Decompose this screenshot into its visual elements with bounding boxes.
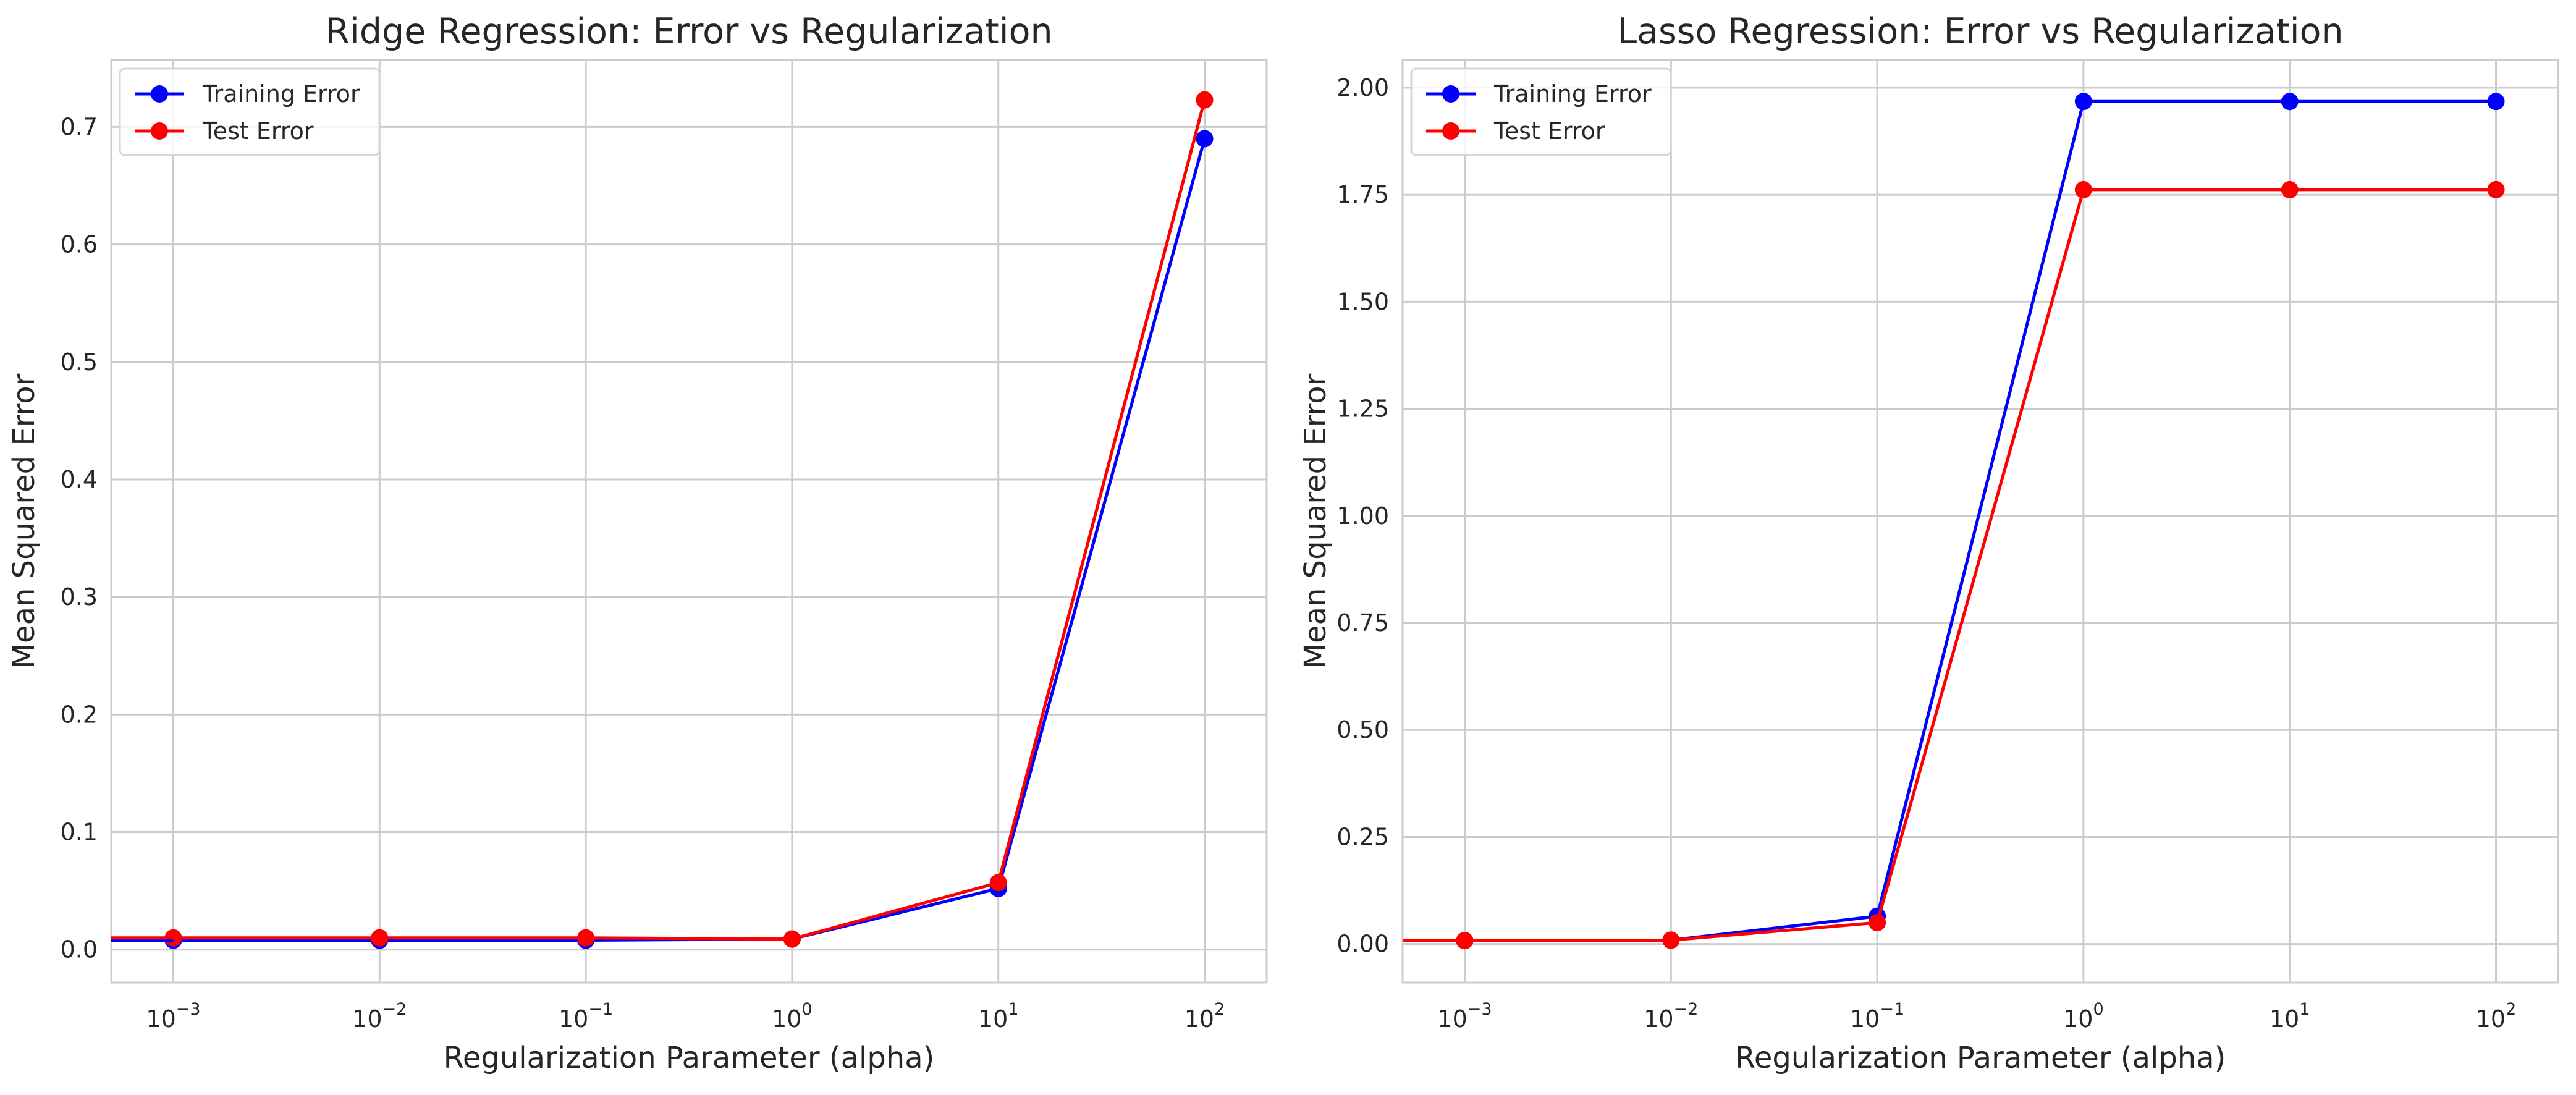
x-tick-exponent: −2 (1674, 1000, 1699, 1019)
y-tick-label: 0.7 (61, 113, 98, 140)
data-point (2487, 180, 2505, 198)
x-tick-base: 10 (2063, 1005, 2093, 1033)
x-tick-base: 10 (352, 1005, 382, 1033)
x-tick-exponent: 2 (1214, 1000, 1225, 1019)
data-point (1196, 91, 1214, 109)
x-tick-label: 10−2 (1644, 1000, 1698, 1033)
data-point (1662, 931, 1680, 949)
chart-2: 10−3 10−2 10−1 100 101 1020.000.250.500.751.0… (1298, 11, 2559, 1075)
x-tick-base: 10 (2476, 1005, 2506, 1033)
legend-label: Training Error (202, 80, 360, 108)
y-tick-label: 1.75 (1337, 181, 1389, 208)
x-tick-exponent: 0 (2093, 1000, 2103, 1019)
x-tick-base: 10 (146, 1005, 175, 1033)
x-tick-exponent: 0 (801, 1000, 812, 1019)
legend-box (1410, 67, 1672, 156)
x-tick-label: 10−1 (559, 1000, 613, 1033)
legend: Training Error Test Error (119, 67, 381, 156)
y-tick-label: 0.5 (61, 349, 98, 376)
legend: Training Error Test Error (1410, 67, 1672, 156)
y-axis-label: Mean Squared Error (1298, 373, 1333, 669)
y-tick-label: 0.3 (61, 583, 98, 611)
series-line (1464, 188, 2496, 942)
x-tick-label: 10−1 (1850, 1000, 1904, 1033)
x-axis-label: Regularization Parameter (alpha) (444, 1041, 935, 1075)
x-tick-base: 10 (559, 1005, 588, 1033)
x-tick-exponent: 1 (1008, 1000, 1018, 1019)
data-point (2281, 180, 2299, 198)
y-tick-label: 1.25 (1337, 395, 1389, 423)
x-tick-exponent: 2 (2506, 1000, 2516, 1019)
y-tick-label: 1.50 (1337, 288, 1389, 315)
y-tick-label: 0.6 (61, 231, 98, 258)
x-tick-label: 100 (772, 1000, 813, 1033)
data-point (1869, 914, 1886, 932)
legend-marker (151, 122, 168, 140)
legend-marker (151, 85, 168, 103)
x-tick-label: 101 (978, 1000, 1019, 1033)
x-tick-base: 10 (772, 1005, 801, 1033)
legend-label: Training Error (1493, 80, 1652, 108)
y-tick-label: 0.50 (1337, 716, 1389, 743)
x-tick-base: 10 (978, 1005, 1008, 1033)
chart-title: Ridge Regression: Error vs Regularizatio… (325, 11, 1052, 52)
data-point (783, 930, 801, 948)
x-tick-exponent: −3 (1467, 1000, 1492, 1019)
y-tick-label: 2.00 (1337, 74, 1389, 101)
data-point (989, 874, 1007, 892)
legend-label: Test Error (1493, 117, 1605, 145)
data-point (371, 929, 389, 947)
x-tick-exponent: −1 (588, 1000, 613, 1019)
y-tick-label: 0.1 (61, 819, 98, 846)
x-tick-label: 10−3 (146, 1000, 200, 1033)
x-tick-exponent: −3 (176, 1000, 201, 1019)
x-tick-base: 10 (1437, 1005, 1467, 1033)
series-line (173, 99, 1206, 941)
legend-box (119, 67, 381, 156)
x-tick-label: 102 (2476, 1000, 2517, 1033)
x-tick-base: 10 (1185, 1005, 1214, 1033)
x-tick-exponent: −2 (382, 1000, 407, 1019)
x-axis-label: Regularization Parameter (alpha) (1735, 1041, 2226, 1075)
legend-label: Test Error (202, 117, 314, 145)
data-point (577, 929, 595, 947)
data-point (2281, 93, 2299, 111)
plot-area (110, 59, 1268, 984)
x-tick-base: 10 (1850, 1005, 1880, 1033)
data-point (2487, 93, 2505, 111)
x-tick-label: 10−3 (1437, 1000, 1492, 1033)
legend-marker (1442, 85, 1459, 103)
y-tick-label: 1.00 (1337, 502, 1389, 530)
x-tick-label: 101 (2270, 1000, 2310, 1033)
plot-area (1401, 59, 2559, 984)
x-tick-exponent: 1 (2299, 1000, 2310, 1019)
chart-title: Lasso Regression: Error vs Regularizatio… (1617, 11, 2343, 52)
x-tick-label: 102 (1185, 1000, 1225, 1033)
y-tick-label: 0.00 (1337, 931, 1389, 958)
x-tick-base: 10 (1644, 1005, 1673, 1033)
y-tick-label: 0.0 (61, 936, 98, 963)
legend-marker (1442, 122, 1459, 140)
y-tick-label: 0.25 (1337, 823, 1389, 850)
x-tick-label: 10−2 (352, 1000, 407, 1033)
y-tick-label: 0.2 (61, 701, 98, 728)
y-axis-label: Mean Squared Error (7, 373, 41, 669)
data-point (2074, 93, 2092, 111)
x-tick-exponent: −1 (1880, 1000, 1904, 1019)
data-point (2074, 180, 2092, 198)
data-point (1196, 130, 1214, 148)
x-tick-label: 100 (2063, 1000, 2104, 1033)
x-tick-base: 10 (2270, 1005, 2299, 1033)
y-tick-label: 0.4 (61, 466, 98, 493)
y-tick-label: 0.75 (1337, 609, 1389, 636)
chart-1: 10−3 10−2 10−1 100 101 1020.00.10.20.30.40.50… (7, 11, 1268, 1075)
